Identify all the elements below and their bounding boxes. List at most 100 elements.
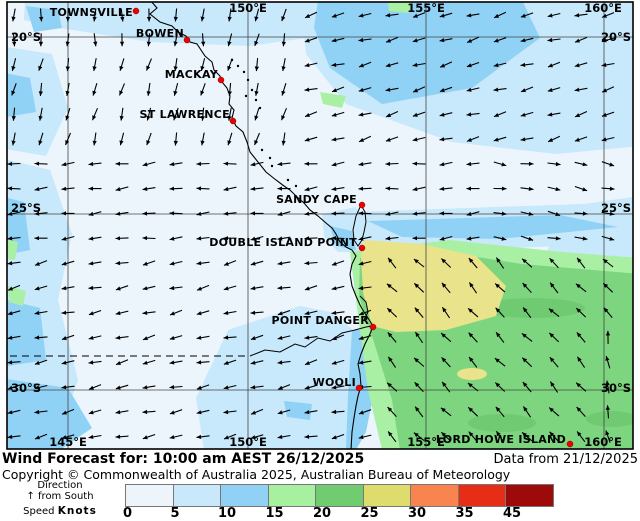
small-island (268, 156, 272, 160)
legend-value-30: 30 (408, 506, 427, 521)
small-island (250, 88, 254, 92)
wind-speed-region (26, 6, 62, 32)
wind-speed-region (284, 401, 312, 420)
legend-values: 0 5 10 15 20 25 30 35 45 (123, 506, 595, 521)
place-dot (369, 323, 377, 331)
wind-arrows (7, 8, 615, 443)
axis-label-bottom: 145°E (49, 435, 87, 449)
axis-label-right: 30°S (601, 381, 631, 395)
wind-speed-region (388, 2, 412, 13)
legend-swatch-15 (268, 485, 316, 506)
wind-speed-region (7, 299, 46, 366)
place-dot (217, 76, 225, 84)
place-label: ST LAWRENCE (140, 108, 231, 121)
forecast-map: 150°E 155°E 160°E 145°E 150°E 155°E 160°E 20°S 2… (6, 1, 634, 450)
speed-legend: Direction ↑ from South Speed Knots 0 5 10 1… (0, 480, 640, 521)
place-dot (358, 201, 366, 209)
wind-speed-region (468, 414, 536, 432)
small-island (244, 94, 248, 98)
legend-swatch-5 (173, 485, 221, 506)
wind-speed-region (196, 306, 356, 449)
place-dot (566, 440, 574, 448)
legend-swatch-10 (221, 485, 269, 506)
moreton-island (359, 295, 369, 321)
map-layers: 150°E 155°E 160°E 145°E 150°E 155°E 160°E 20°S 2… (7, 1, 633, 449)
place-dot (358, 244, 366, 252)
wind-speed-region (457, 368, 487, 380)
legend-swatch-35 (458, 485, 506, 506)
forecast-title: Wind Forecast for: 10:00 am AEST 26/12/2… (2, 451, 365, 467)
direction-label: Direction (37, 480, 83, 491)
place-label: DOUBLE ISLAND POINT (209, 236, 357, 249)
legend-value-35: 35 (455, 506, 474, 521)
fraser-island (352, 203, 367, 247)
axis-label-top: 160°E (584, 1, 622, 15)
axis-label-right: 25°S (601, 201, 631, 215)
wind-speed-region (7, 239, 18, 260)
axis-label-left: 20°S (11, 30, 41, 44)
axis-label-right: 20°S (601, 30, 631, 44)
wind-speed-region (7, 47, 68, 156)
legend-swatch-45 (506, 485, 553, 506)
legend-swatch-0 (126, 485, 174, 506)
legend-value-15: 15 (265, 506, 284, 521)
place-dot (229, 117, 237, 125)
place-label: WOOLI (313, 376, 356, 389)
wind-speed-region (7, 197, 30, 255)
place-dot (355, 384, 363, 392)
axis-label-left: 30°S (11, 381, 41, 395)
legend-direction-block: Direction ↑ from South (0, 480, 120, 502)
axis-label-bottom: 155°E (407, 435, 445, 449)
small-island (286, 178, 290, 182)
map-canvas: 150°E 155°E 160°E 145°E 150°E 155°E 160°E 20°S 2… (6, 1, 634, 450)
wind-speed-region (24, 2, 348, 46)
footer-row: Wind Forecast for: 10:00 am AEST 26/12/2… (0, 451, 640, 468)
legend-value-5: 5 (170, 506, 180, 521)
wind-speed-region (481, 298, 585, 318)
legend-swatch-20 (316, 485, 364, 506)
state-border (249, 325, 373, 357)
axis-label-left: 25°S (11, 201, 41, 215)
wind-speed-region (320, 92, 346, 108)
place-label: TOWNSVILLE (50, 6, 133, 19)
place-dot (132, 7, 140, 15)
legend-value-10: 10 (218, 506, 237, 521)
place-label: BOWEN (136, 27, 184, 40)
axis-label-bottom: 160°E (584, 435, 622, 449)
legend-value-20: 20 (313, 506, 332, 521)
axis-label-top: 150°E (229, 1, 267, 15)
copyright-line: Copyright © Commonwealth of Australia 20… (2, 467, 511, 482)
small-island (246, 78, 250, 82)
map-frame (6, 1, 634, 450)
small-island (254, 98, 258, 102)
legend-value-45: 45 (503, 506, 522, 521)
small-island (242, 70, 246, 74)
small-island (270, 164, 274, 168)
place-dot (183, 36, 191, 44)
wind-speed-region (7, 73, 36, 117)
direction-sub: ↑ from South (26, 491, 94, 502)
place-label: MACKAY (165, 68, 219, 81)
north-arrow-icon: ↑ (26, 491, 35, 502)
legend-color-bar (125, 484, 554, 507)
legend-swatch-30 (411, 485, 459, 506)
place-label: SANDY CAPE (276, 193, 357, 206)
wind-speed-region (7, 379, 92, 449)
wind-speed-region (8, 286, 26, 306)
legend-swatch-25 (363, 485, 411, 506)
axis-label-bottom: 150°E (229, 435, 267, 449)
small-island (294, 184, 298, 188)
coastline (149, 2, 374, 449)
small-island (236, 64, 240, 68)
wind-speed-region (368, 215, 618, 239)
legend-speed-label: Speed Knots (23, 505, 97, 517)
place-label: LORD HOWE ISLAND (436, 433, 566, 446)
wind-speed-region (314, 2, 540, 104)
axis-label-top: 155°E (407, 1, 445, 15)
small-island (260, 148, 264, 152)
place-label: POINT DANGER (271, 314, 369, 327)
wind-speed-region (586, 411, 633, 427)
data-from-label: Data from 21/12/2025 (493, 452, 639, 467)
legend-value-0: 0 (123, 506, 133, 521)
